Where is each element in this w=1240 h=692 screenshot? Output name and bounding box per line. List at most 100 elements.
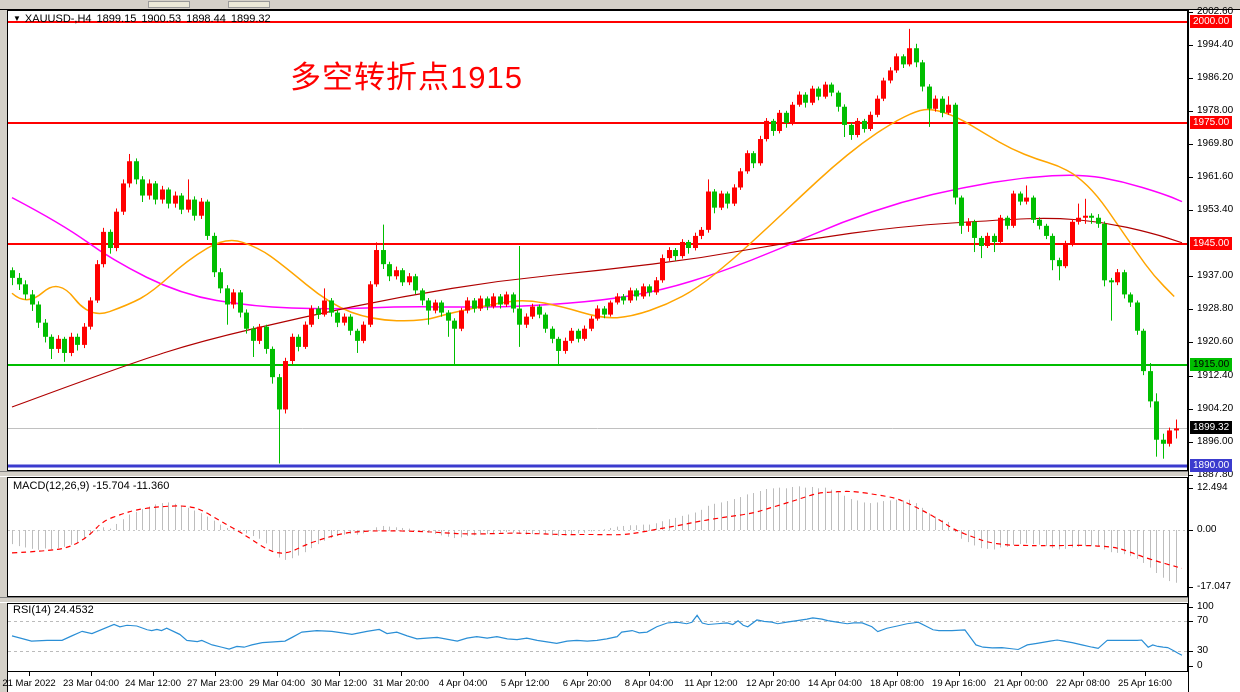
time-tick bbox=[711, 672, 712, 676]
time-tick-label: 21 Mar 2022 bbox=[2, 678, 56, 689]
time-tick-label: 27 Mar 23:00 bbox=[187, 678, 243, 689]
rsi-axis-tick bbox=[1189, 651, 1193, 652]
time-tick-label: 22 Apr 08:00 bbox=[1056, 678, 1110, 689]
price-tick-label: 1920.60 bbox=[1197, 336, 1234, 347]
time-tick bbox=[1083, 672, 1084, 676]
price-tick bbox=[1189, 177, 1193, 178]
main-chart-canvas[interactable] bbox=[8, 10, 1188, 471]
price-tick-label: 1953.40 bbox=[1197, 204, 1234, 215]
time-tick-label: 4 Apr 04:00 bbox=[438, 678, 488, 689]
time-tick-label: 31 Mar 20:00 bbox=[373, 678, 429, 689]
time-tick-label: 5 Apr 12:00 bbox=[500, 678, 550, 689]
panel-resize-separator[interactable] bbox=[0, 471, 1240, 477]
macd-axis-label: 12.494 bbox=[1197, 482, 1228, 493]
panel-resize-separator[interactable] bbox=[0, 597, 1240, 603]
time-tick bbox=[897, 672, 898, 676]
time-tick-label: 30 Mar 12:00 bbox=[311, 678, 367, 689]
time-tick bbox=[1021, 672, 1022, 676]
price-tick-label: 1994.40 bbox=[1197, 39, 1234, 50]
price-tick bbox=[1189, 342, 1193, 343]
price-tick-label: 1928.80 bbox=[1197, 303, 1234, 314]
macd-axis-tick bbox=[1189, 488, 1193, 489]
price-tick bbox=[1189, 45, 1193, 46]
open-value: 1899.15 bbox=[96, 13, 137, 25]
toolbar-fragment bbox=[228, 1, 270, 8]
price-tick bbox=[1189, 309, 1193, 310]
price-axis[interactable]: 2002.60 1994.40 1986.20 1978.00 1969.80 1961.… bbox=[1188, 6, 1240, 692]
time-tick bbox=[773, 672, 774, 676]
time-tick bbox=[1145, 672, 1146, 676]
time-tick-label: 21 Apr 00:00 bbox=[994, 678, 1048, 689]
price-tick bbox=[1189, 12, 1193, 13]
time-tick bbox=[649, 672, 650, 676]
high-value: 1900.53 bbox=[141, 13, 182, 25]
symbol-period-label: XAUUSD-,H4 bbox=[24, 13, 92, 25]
time-tick-label: 6 Apr 20:00 bbox=[562, 678, 612, 689]
chevron-down-icon[interactable]: ▼ bbox=[13, 14, 21, 23]
price-tick bbox=[1189, 276, 1193, 277]
close-value: 1899.32 bbox=[230, 13, 271, 25]
price-level-badge: 1890.00 bbox=[1190, 459, 1233, 472]
window-chrome-left bbox=[0, 10, 8, 692]
window-chrome-top bbox=[0, 0, 1240, 10]
rsi-indicator-canvas[interactable] bbox=[8, 603, 1188, 672]
rsi-axis-tick bbox=[1189, 607, 1193, 608]
price-tick-label: 2002.60 bbox=[1197, 6, 1234, 17]
time-tick bbox=[277, 672, 278, 676]
time-tick-label: 14 Apr 04:00 bbox=[808, 678, 862, 689]
price-tick-label: 1904.20 bbox=[1197, 403, 1234, 414]
price-tick bbox=[1189, 144, 1193, 145]
time-tick-label: 18 Apr 08:00 bbox=[870, 678, 924, 689]
price-tick-label: 1896.00 bbox=[1197, 436, 1234, 447]
time-tick-label: 19 Apr 16:00 bbox=[932, 678, 986, 689]
price-tick-label: 1978.00 bbox=[1197, 105, 1234, 116]
price-tick bbox=[1189, 111, 1193, 112]
rsi-axis-label: 0 bbox=[1197, 660, 1203, 671]
rsi-axis-label: 30 bbox=[1197, 645, 1209, 656]
time-axis[interactable]: 21 Mar 2022 23 Mar 04:00 24 Mar 12:00 27 Ma… bbox=[2, 672, 1240, 692]
time-tick-label: 29 Mar 04:00 bbox=[249, 678, 305, 689]
low-value: 1898.44 bbox=[186, 13, 226, 25]
macd-indicator-canvas[interactable] bbox=[8, 477, 1188, 597]
time-tick-label: 12 Apr 20:00 bbox=[746, 678, 800, 689]
time-tick bbox=[835, 672, 836, 676]
chart-header: ▼ XAUUSD-,H4 1899.15 1900.53 1898.44 1899.32 bbox=[13, 13, 271, 25]
rsi-label: RSI(14) 24.4532 bbox=[13, 604, 94, 616]
time-tick bbox=[29, 672, 30, 676]
time-tick bbox=[525, 672, 526, 676]
price-tick-label: 1986.20 bbox=[1197, 72, 1234, 83]
price-tick-label: 1961.60 bbox=[1197, 171, 1234, 182]
price-level-badge: 1915.00 bbox=[1190, 358, 1233, 371]
price-tick bbox=[1189, 376, 1193, 377]
price-tick bbox=[1189, 475, 1193, 476]
rsi-axis-label: 70 bbox=[1197, 615, 1209, 626]
price-tick-label: 1912.40 bbox=[1197, 370, 1234, 381]
time-tick bbox=[91, 672, 92, 676]
macd-axis-label: 0.00 bbox=[1197, 524, 1217, 535]
rsi-axis-tick bbox=[1189, 621, 1193, 622]
time-tick bbox=[339, 672, 340, 676]
price-tick-label: 1969.80 bbox=[1197, 138, 1234, 149]
price-tick bbox=[1189, 409, 1193, 410]
current-price-badge: 1899.32 bbox=[1190, 421, 1233, 434]
time-tick bbox=[215, 672, 216, 676]
time-tick bbox=[959, 672, 960, 676]
time-tick bbox=[587, 672, 588, 676]
toolbar-fragment bbox=[148, 1, 190, 8]
price-tick-label: 1887.80 bbox=[1197, 469, 1234, 480]
price-level-badge: 1975.00 bbox=[1190, 116, 1233, 129]
time-tick bbox=[153, 672, 154, 676]
price-tick bbox=[1189, 78, 1193, 79]
time-tick-label: 8 Apr 04:00 bbox=[624, 678, 674, 689]
time-tick-label: 11 Apr 12:00 bbox=[684, 678, 738, 689]
time-tick bbox=[401, 672, 402, 676]
macd-axis-tick bbox=[1189, 587, 1193, 588]
price-tick-label: 1937.00 bbox=[1197, 270, 1234, 281]
price-level-badge: 1945.00 bbox=[1190, 237, 1233, 250]
time-tick-label: 23 Mar 04:00 bbox=[63, 678, 119, 689]
macd-axis-label: -17.047 bbox=[1197, 581, 1231, 592]
macd-axis-tick bbox=[1189, 530, 1193, 531]
macd-label: MACD(12,26,9) -15.704 -11.360 bbox=[13, 480, 170, 492]
time-tick-label: 24 Mar 12:00 bbox=[125, 678, 181, 689]
